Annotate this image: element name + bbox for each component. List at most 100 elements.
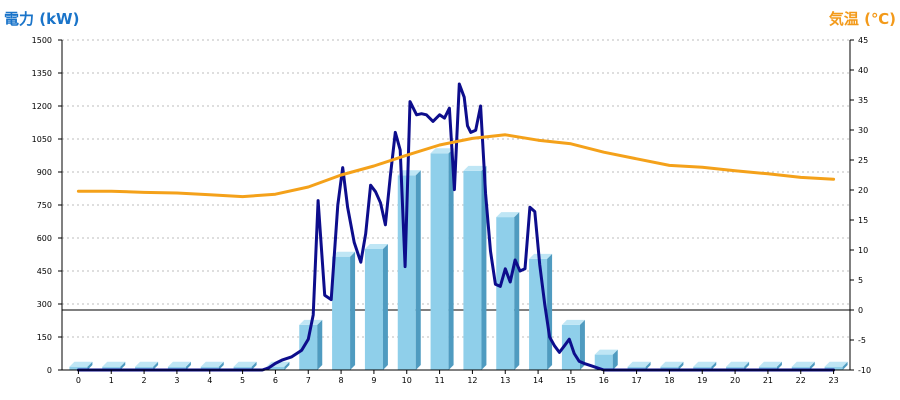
- bar-front: [266, 366, 285, 370]
- bar-front: [594, 354, 613, 370]
- bar-side: [809, 361, 815, 370]
- bar-front: [299, 324, 318, 370]
- bar: [332, 251, 356, 370]
- bar: [397, 170, 421, 370]
- x-tick-label: 20: [730, 376, 740, 385]
- bar-top: [824, 361, 848, 367]
- left-tick-label: 1350: [32, 69, 52, 78]
- bar-front: [332, 256, 351, 370]
- bar-side: [120, 361, 126, 370]
- x-tick-label: 6: [273, 376, 278, 385]
- bar-side: [251, 361, 257, 370]
- bar-top: [529, 253, 553, 259]
- left-tick-label: 900: [37, 168, 52, 177]
- right-tick-label: -10: [858, 366, 871, 375]
- right-tick-label: 25: [858, 156, 868, 165]
- bar-front: [627, 366, 646, 370]
- temperature-line: [76, 133, 836, 199]
- bar-side: [678, 361, 684, 370]
- bar: [726, 361, 750, 370]
- bar-side: [744, 361, 750, 370]
- left-tick-label: 750: [37, 201, 52, 210]
- bar-front: [364, 249, 383, 370]
- bar-front: [824, 366, 843, 370]
- bar: [463, 165, 487, 370]
- bar-side: [87, 361, 93, 370]
- right-tick-label: 30: [858, 126, 868, 135]
- bar-side: [350, 251, 356, 370]
- right-tick-label: 10: [858, 246, 868, 255]
- x-tick-label: 12: [467, 376, 477, 385]
- bar: [791, 361, 815, 370]
- bar-side: [514, 212, 520, 370]
- bar-front: [69, 366, 88, 370]
- bar-top: [791, 361, 815, 367]
- right-tick-label: 0: [858, 306, 863, 315]
- x-tick-label: 21: [763, 376, 773, 385]
- bar: [299, 319, 323, 370]
- right-tick-label: -5: [858, 336, 866, 345]
- bar: [693, 361, 717, 370]
- bar-front: [758, 366, 777, 370]
- bar-side: [382, 244, 388, 370]
- bar-series: [69, 148, 848, 370]
- bar-top: [726, 361, 750, 367]
- x-tick-label: 7: [306, 376, 311, 385]
- bar-top: [627, 361, 651, 367]
- x-tick-label: 5: [240, 376, 245, 385]
- bar: [627, 361, 651, 370]
- right-tick-label: 5: [858, 276, 863, 285]
- bar-top: [496, 212, 520, 218]
- bar: [167, 361, 191, 370]
- bar-side: [284, 361, 290, 370]
- x-tick-label: 19: [697, 376, 707, 385]
- bar-front: [233, 366, 252, 370]
- bar-top: [430, 148, 454, 154]
- bar: [200, 361, 224, 370]
- bar-top: [364, 244, 388, 249]
- x-tick-label: 23: [828, 376, 838, 385]
- axes: 01503004506007509001050120013501500-10-5…: [32, 36, 871, 385]
- x-tick-label: 16: [599, 376, 609, 385]
- right-tick-label: 35: [858, 96, 868, 105]
- x-tick-label: 9: [371, 376, 376, 385]
- bar-top: [463, 165, 487, 171]
- bar-side: [153, 361, 159, 370]
- bar-side: [579, 319, 585, 370]
- bar-side: [317, 319, 323, 370]
- bar-top: [594, 349, 618, 355]
- x-tick-label: 4: [207, 376, 212, 385]
- bar-front: [529, 258, 548, 370]
- bar-front: [102, 366, 121, 370]
- bar-side: [776, 361, 782, 370]
- bar: [69, 361, 93, 370]
- bar-top: [167, 361, 191, 367]
- bar-front: [167, 366, 186, 370]
- grid: [62, 39, 850, 338]
- bar-side: [842, 361, 848, 370]
- bar-front: [726, 366, 745, 370]
- left-axis-title: 電力 (kW): [4, 10, 79, 28]
- right-tick-label: 15: [858, 216, 868, 225]
- bar: [135, 361, 159, 370]
- x-tick-label: 1: [109, 376, 114, 385]
- bar: [496, 212, 520, 370]
- left-tick-label: 1050: [32, 135, 52, 144]
- right-tick-label: 20: [858, 186, 868, 195]
- left-tick-label: 1500: [32, 36, 52, 45]
- left-tick-label: 0: [47, 366, 52, 375]
- bar: [660, 361, 684, 370]
- bar-top: [200, 361, 224, 367]
- bar: [430, 148, 454, 370]
- x-tick-label: 13: [500, 376, 510, 385]
- bar-top: [758, 361, 782, 367]
- x-tick-label: 0: [76, 376, 81, 385]
- bar-top: [233, 361, 257, 367]
- bar-top: [102, 361, 126, 367]
- right-axis-title: 気温 (℃): [829, 10, 896, 28]
- bar-top: [561, 319, 585, 325]
- bar-front: [660, 366, 679, 370]
- bar: [758, 361, 782, 370]
- line-series: [76, 82, 836, 372]
